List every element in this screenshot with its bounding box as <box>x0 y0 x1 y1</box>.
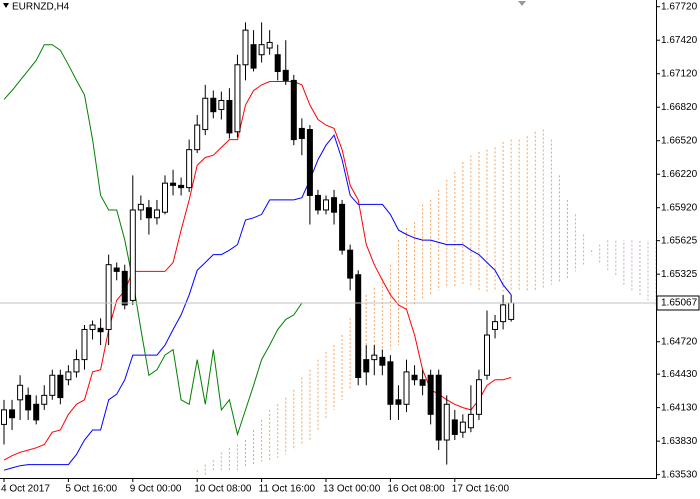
candle-body <box>387 361 394 405</box>
candle-body <box>97 327 104 333</box>
candle-body <box>258 44 265 56</box>
candle-body <box>411 374 418 381</box>
candle-body <box>403 371 410 405</box>
candle-body <box>323 199 329 211</box>
candle-body <box>242 29 249 66</box>
candle-body <box>25 394 32 411</box>
shift-marker <box>518 1 526 6</box>
candle-body <box>41 394 48 405</box>
candle-body <box>194 124 201 151</box>
candle-body <box>89 324 96 330</box>
candle-body <box>379 356 386 366</box>
indicator-line <box>3 44 303 437</box>
y-tick-label: 1.65920 <box>661 202 698 213</box>
indicator-line <box>3 134 512 471</box>
candle-body <box>113 267 120 272</box>
y-tick-label: 1.67720 <box>661 1 698 12</box>
candle-body <box>145 207 152 219</box>
candle-body <box>266 41 273 49</box>
y-tick-label: 1.65325 <box>661 269 698 280</box>
plot-area <box>0 22 657 475</box>
y-tick-label: 1.66820 <box>661 102 698 113</box>
x-tick-label: 9 Oct 00:00 <box>130 484 182 495</box>
candle-body <box>435 374 442 441</box>
candle-body <box>65 371 72 381</box>
current-price-box <box>656 295 700 311</box>
y-tick-label: 1.64430 <box>661 369 698 380</box>
candle-body <box>226 100 233 134</box>
y-tick-label: 1.64720 <box>661 336 698 347</box>
candle-body <box>451 419 458 435</box>
y-tick-label: 1.67120 <box>661 68 698 79</box>
candle-body <box>202 97 209 131</box>
candle-body <box>282 69 289 81</box>
candle-body <box>331 197 338 213</box>
y-tick-label: 1.63530 <box>661 469 698 480</box>
candle-body <box>234 64 241 133</box>
x-tick-label: 13 Oct 00:00 <box>323 484 381 495</box>
y-tick-label: 1.67420 <box>661 35 698 46</box>
candle-body <box>121 270 128 306</box>
y-tick-label: 1.65625 <box>661 235 698 246</box>
x-tick-label: 16 Oct 08:00 <box>387 484 445 495</box>
candle-body <box>492 321 499 330</box>
candle-body <box>508 302 515 320</box>
current-price-label: 1.65067 <box>661 298 698 309</box>
candle-body <box>9 409 16 419</box>
candle-body <box>355 274 362 378</box>
candle-body <box>419 379 426 386</box>
candle-body <box>459 421 466 433</box>
candle-body <box>467 413 474 429</box>
candle-body <box>363 359 370 373</box>
candle-body <box>339 203 346 251</box>
title-icon <box>3 3 9 8</box>
candle-body <box>427 374 434 415</box>
candle-body <box>475 379 482 415</box>
candle-body <box>290 79 297 141</box>
candle-body <box>250 44 257 69</box>
x-tick-label: 17 Oct 16:00 <box>452 484 510 495</box>
candle-body <box>170 182 177 186</box>
candle-body <box>371 354 378 361</box>
candle-body <box>73 359 80 373</box>
candle-body <box>500 304 507 323</box>
candle-body <box>137 203 144 211</box>
candle-body <box>395 399 402 405</box>
candle-body <box>484 334 490 376</box>
candle-body <box>162 182 168 213</box>
candle-body <box>347 249 354 279</box>
candle-body <box>186 149 193 189</box>
x-tick-label: 4 Oct 2017 <box>1 484 50 495</box>
chart-title: EURNZD,H4 <box>12 2 70 13</box>
candle-body <box>443 403 450 441</box>
x-tick-label: 11 Oct 16:00 <box>259 484 316 495</box>
candle-body <box>178 184 185 189</box>
candle-body <box>306 129 313 196</box>
y-tick-label: 1.66520 <box>661 135 698 146</box>
indicator-line <box>3 81 512 461</box>
candle-body <box>218 100 225 110</box>
x-tick-label: 5 Oct 16:00 <box>65 484 117 495</box>
candle-body <box>33 403 40 421</box>
candle-body <box>314 194 321 211</box>
y-tick-label: 1.66220 <box>661 169 698 180</box>
candle-body <box>1 409 7 425</box>
candle-body <box>105 264 112 330</box>
candle-body <box>298 127 305 139</box>
candle-body <box>210 97 217 113</box>
y-tick-label: 1.64130 <box>661 402 698 413</box>
candle-body <box>57 374 64 399</box>
y-tick-label: 1.63830 <box>661 436 698 447</box>
candle-body <box>274 54 281 72</box>
candle-body <box>153 209 160 219</box>
x-tick-label: 10 Oct 08:00 <box>194 484 252 495</box>
candle-body <box>49 374 56 396</box>
candle-body <box>17 384 24 401</box>
candle-body <box>129 209 136 301</box>
candle-body <box>81 328 88 361</box>
